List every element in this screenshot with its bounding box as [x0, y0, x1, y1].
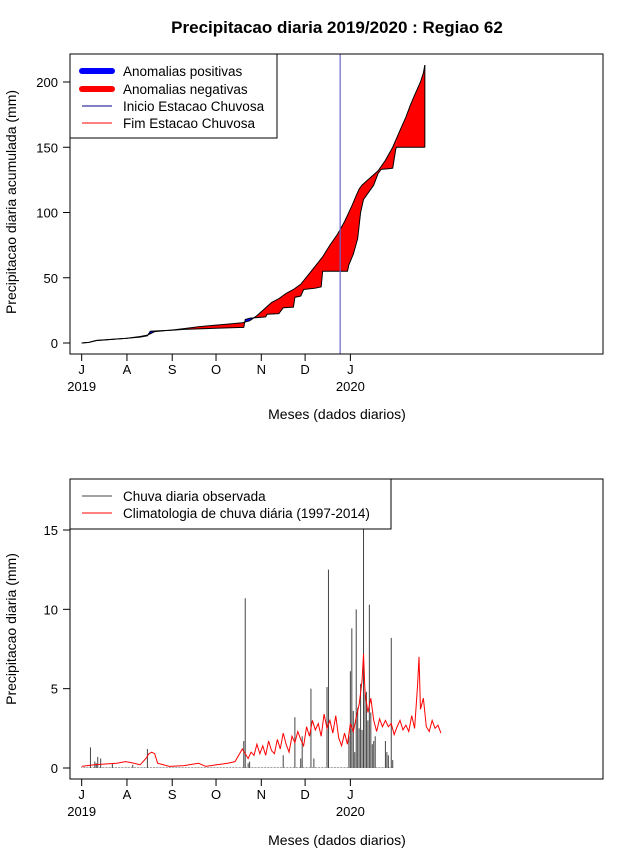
legend-label-season-end: Fim Estacao Chuvosa: [123, 116, 256, 131]
bottom-legend: Chuva diaria observada Climatologia de c…: [69, 478, 392, 530]
x-tick-label: J: [347, 787, 354, 802]
y-tick-label: 15: [44, 523, 58, 538]
x-tick-label: D: [300, 362, 309, 377]
x-tick-label: J: [78, 787, 85, 802]
climatology-cumulative-line: [81, 64, 426, 344]
x-tick-label: O: [211, 787, 221, 802]
chart-title: Precipitacao diaria 2019/2020 : Regiao 6…: [171, 18, 503, 37]
y-tick-label: 50: [44, 271, 58, 286]
y-tick-label: 150: [36, 140, 58, 155]
bottom-axes: J 2019 A S O N D J 2020 0 5 10 15: [44, 523, 365, 819]
legend-label-season-start: Inicio Estacao Chuvosa: [123, 99, 265, 114]
bottom-plot-area: [81, 490, 442, 768]
negative-anomaly-area-end: [396, 65, 425, 148]
legend-label-observed: Chuva diaria observada: [123, 489, 266, 504]
x-tick-label: S: [168, 362, 177, 377]
bottom-legend-box: [69, 478, 392, 530]
top-x-axis-label: Meses (dados diarios): [268, 406, 406, 422]
top-y-axis-label: Precipitacao diaria acumulada (mm): [3, 90, 19, 314]
x-tick-label: O: [211, 362, 221, 377]
chart-bottom: Meses (dados diarios) Precipitacao diari…: [3, 478, 604, 848]
x-tick-year-label: 2019: [67, 804, 96, 819]
y-tick-label: 5: [51, 682, 58, 697]
x-tick-label: A: [123, 787, 132, 802]
x-tick-label: A: [123, 362, 132, 377]
x-tick-year-label: 2020: [336, 379, 365, 394]
top-plot-area: [81, 54, 426, 354]
y-tick-label: 0: [51, 761, 58, 776]
chart-top: Precipitacao diaria 2019/2020 : Regiao 6…: [3, 18, 604, 422]
y-tick-label: 100: [36, 206, 58, 221]
x-tick-label: J: [347, 362, 354, 377]
x-tick-label: N: [257, 787, 266, 802]
legend-label-positive: Anomalias positivas: [123, 64, 243, 79]
y-tick-label: 10: [44, 602, 58, 617]
legend-label-climatology: Climatologia de chuva diária (1997-2014): [123, 506, 370, 521]
y-tick-label: 200: [36, 75, 58, 90]
x-tick-label: N: [257, 362, 266, 377]
observed-cumulative-line: [81, 146, 425, 344]
bottom-y-axis-label: Precipitacao diaria (mm): [3, 553, 19, 705]
x-tick-label: S: [168, 787, 177, 802]
bottom-x-axis-label: Meses (dados diarios): [268, 832, 406, 848]
top-axes: J 2019 A S O N D J 2020 0 50 100 150 200: [36, 75, 365, 394]
climatology-daily-line: [81, 653, 442, 767]
top-legend: Anomalias positivas Anomalias negativas …: [69, 53, 278, 139]
x-tick-year-label: 2019: [67, 379, 96, 394]
x-tick-label: D: [300, 787, 309, 802]
x-tick-label: J: [78, 362, 85, 377]
negative-anomaly-area: [253, 138, 397, 318]
x-tick-year-label: 2020: [336, 804, 365, 819]
y-tick-label: 0: [51, 336, 58, 351]
legend-label-negative: Anomalias negativas: [123, 82, 248, 97]
